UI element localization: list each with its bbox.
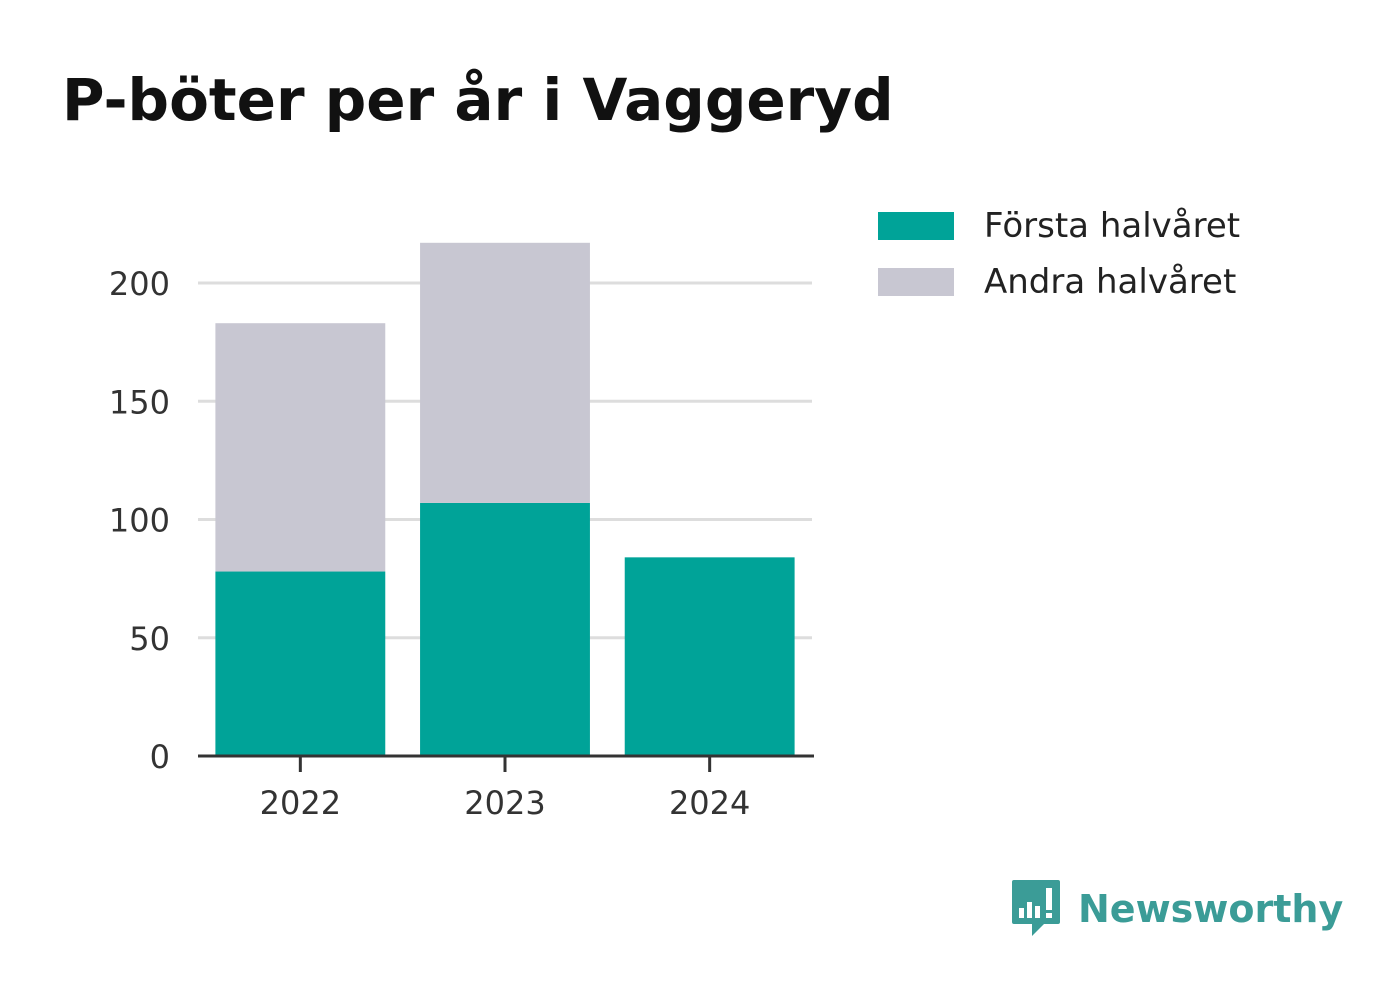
- legend-label-second-half: Andra halvåret: [984, 262, 1237, 302]
- y-tick-label: 50: [129, 620, 170, 658]
- newsworthy-logo-icon: [1012, 880, 1060, 936]
- x-tick-label: 2022: [260, 784, 341, 822]
- x-tick-label: 2023: [464, 784, 545, 822]
- x-tick-label: 2024: [669, 784, 750, 822]
- legend-item-first-half: Första halvåret: [878, 198, 1240, 254]
- legend: Första halvåret Andra halvåret: [878, 198, 1240, 310]
- chart-title: P-böter per år i Vaggeryd: [62, 66, 894, 134]
- legend-label-first-half: Första halvåret: [984, 206, 1241, 246]
- legend-swatch-first-half: [878, 212, 954, 240]
- y-tick-label: 150: [109, 383, 170, 421]
- bar-2022-series-1: [215, 571, 386, 756]
- bar-2023-series-1: [420, 502, 590, 756]
- y-tick-label: 200: [109, 265, 170, 303]
- bar-2022-series-2: [215, 323, 386, 572]
- brand-name: Newsworthy: [1078, 887, 1344, 931]
- legend-item-second-half: Andra halvåret: [878, 254, 1240, 310]
- bar-2023-series-2: [420, 242, 590, 503]
- brand: Newsworthy: [1010, 878, 1343, 940]
- legend-swatch-second-half: [878, 268, 954, 296]
- bar-2024-series-1: [624, 557, 795, 756]
- y-tick-label: 100: [109, 502, 170, 540]
- y-tick-label: 0: [150, 738, 170, 776]
